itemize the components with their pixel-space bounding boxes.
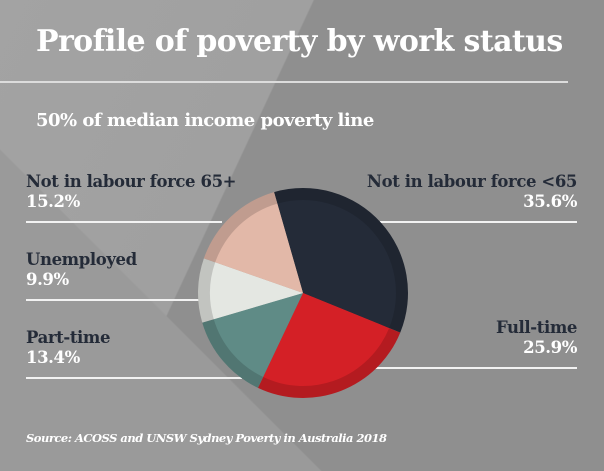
label-rule [26,377,242,379]
label-name: Part-time [26,328,111,347]
label-full-time: Full-time 25.9% [496,318,577,358]
label-rule [380,221,577,223]
pie-slice-part-time [213,293,303,378]
pie-slice-full-time [263,293,390,386]
label-value: 25.9% [523,338,577,357]
title-divider [0,81,568,83]
label-name: Not in labour force <65 [366,172,577,191]
label-rule [26,299,202,301]
label-rule [374,367,577,369]
label-value: 13.4% [26,348,80,367]
label-name: Unemployed [26,250,137,269]
chart-title: Profile of poverty by work status [36,24,563,59]
label-nilf-under-65: Not in labour force <65 35.6% [367,172,577,212]
label-value: 15.2% [26,192,80,211]
label-value: 35.6% [523,192,577,211]
pie-slice-not-in-labour-force-65 [215,203,303,293]
label-rule [26,221,222,223]
chart-subtitle: 50% of median income poverty line [36,110,374,131]
pie-chart [198,188,408,398]
pie-slice-unemployed [210,262,303,320]
label-name: Not in labour force 65+ [26,172,237,191]
label-name: Full-time [495,318,577,337]
source-note: Source: ACOSS and UNSW Sydney Poverty in… [26,431,387,445]
label-nilf-65-plus: Not in labour force 65+ 15.2% [26,172,236,212]
label-unemployed: Unemployed 9.9% [26,250,137,290]
label-value: 9.9% [26,270,69,289]
label-part-time: Part-time 13.4% [26,328,110,368]
pie-slice-not-in-labour-force-65 [277,200,396,329]
